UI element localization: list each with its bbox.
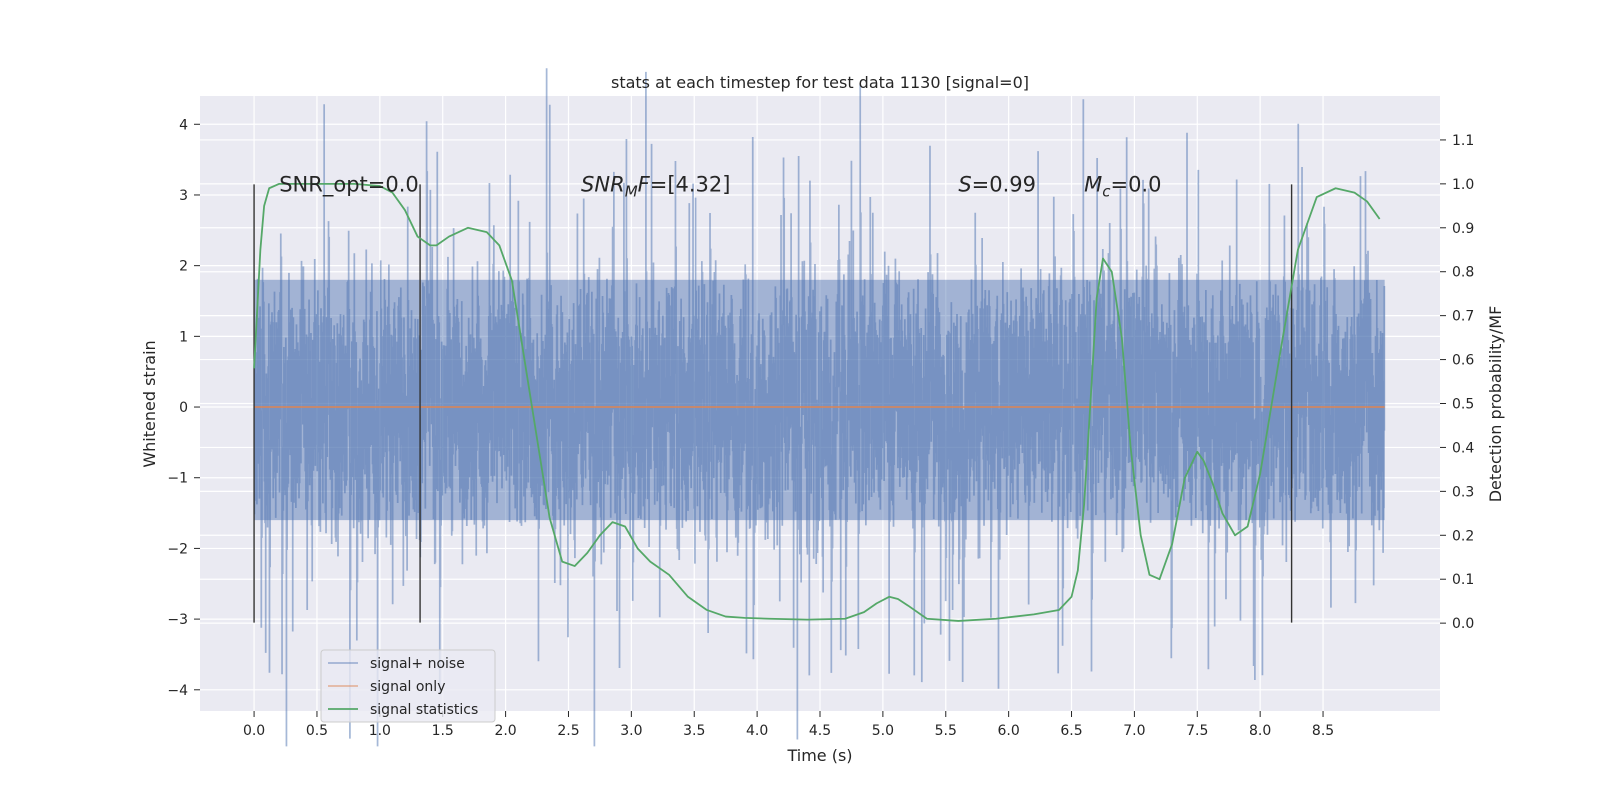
signal-statistics-line <box>253 182 1381 622</box>
x-tick-label: 0.5 <box>306 723 328 739</box>
y-left-tick-label: −4 <box>167 683 188 699</box>
legend-label-signal-only: signal only <box>370 679 445 695</box>
legend-label-signal-noise: signal+ noise <box>370 656 465 672</box>
signal-noise-trace <box>253 68 1386 747</box>
y-left-tick-label: 3 <box>179 188 188 204</box>
y-left-tick-label: 4 <box>179 117 188 133</box>
annotations: SNR_opt=0.0 SNRMF=[4.32] S=0.99 Mc=0.0 <box>279 172 1161 200</box>
legend: signal+ noise signal only signal statist… <box>320 649 496 723</box>
x-tick-label: 7.5 <box>1186 723 1208 739</box>
y-left-axis-label: Whitened strain <box>140 340 159 467</box>
x-tick-label: 8.5 <box>1312 723 1334 739</box>
annotation: Mc=0.0 <box>1084 172 1161 200</box>
y-right-tick-label: 0.6 <box>1452 353 1474 369</box>
legend-box <box>320 649 496 723</box>
y-right-tick-label: 0.5 <box>1452 397 1474 413</box>
x-tick-label: 1.5 <box>432 723 454 739</box>
y-left-axis-ticks: 4 3 2 1 0 −1 −2 −3 −4 <box>167 117 200 699</box>
y-right-tick-label: 1.1 <box>1452 133 1474 149</box>
x-tick-label: 8.0 <box>1249 723 1271 739</box>
x-tick-label: 5.0 <box>872 723 894 739</box>
x-axis-ticks: 0.0 0.5 1.0 1.5 2.0 2.5 3.0 3.5 4.0 4.5 5.0 5.5 6.0 6… <box>243 711 1334 739</box>
y-right-tick-label: 1.0 <box>1452 177 1474 193</box>
y-left-tick-label: 0 <box>179 400 188 416</box>
y-left-tick-label: 2 <box>179 259 188 275</box>
marker-lines <box>253 184 1293 623</box>
x-tick-label: 6.0 <box>998 723 1020 739</box>
signal-statistics-path <box>253 182 1381 622</box>
x-tick-label: 1.0 <box>369 723 391 739</box>
x-axis-label: Time (s) <box>786 746 852 765</box>
y-left-tick-label: 1 <box>179 329 188 345</box>
y-right-tick-label: 0.9 <box>1452 221 1474 237</box>
y-right-tick-label: 0.1 <box>1452 572 1474 588</box>
x-tick-label: 6.5 <box>1060 723 1082 739</box>
y-left-tick-label: −3 <box>167 612 188 628</box>
y-left-tick-label: −1 <box>167 471 188 487</box>
annotation: SNR_opt=0.0 <box>279 172 419 197</box>
chart-title: stats at each timestep for test data 113… <box>611 73 1029 92</box>
y-right-axis-label: Detection probability/MF <box>1486 306 1505 503</box>
annotation: SNRMF=[4.32] <box>581 172 730 200</box>
x-tick-label: 2.5 <box>557 723 579 739</box>
annotation: S=0.99 <box>958 172 1036 196</box>
y-right-tick-label: 0.7 <box>1452 309 1474 325</box>
x-tick-label: 3.0 <box>620 723 642 739</box>
y-right-axis-ticks: 1.1 1.0 0.9 0.8 0.7 0.6 0.5 0.4 0.3 0.2 0.1 0.0 <box>1440 133 1474 632</box>
y-left-tick-label: −2 <box>167 541 188 557</box>
x-tick-label: 2.0 <box>494 723 516 739</box>
x-tick-label: 7.0 <box>1123 723 1145 739</box>
legend-label-signal-statistics: signal statistics <box>370 702 478 718</box>
x-tick-label: 4.5 <box>809 723 831 739</box>
y-right-tick-label: 0.2 <box>1452 528 1474 544</box>
y-right-tick-label: 0.3 <box>1452 484 1474 500</box>
y-right-tick-label: 0.4 <box>1452 440 1474 456</box>
x-tick-label: 5.5 <box>935 723 957 739</box>
x-tick-label: 0.0 <box>243 723 265 739</box>
x-tick-label: 3.5 <box>683 723 705 739</box>
x-tick-label: 4.0 <box>746 723 768 739</box>
y-right-tick-label: 0.8 <box>1452 265 1474 281</box>
y-right-tick-label: 0.0 <box>1452 616 1474 632</box>
